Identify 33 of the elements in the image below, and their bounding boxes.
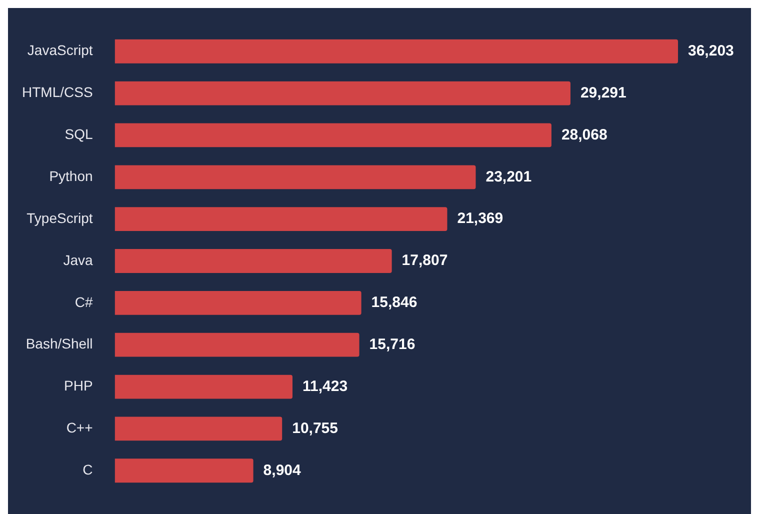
bar xyxy=(114,165,476,190)
bar xyxy=(114,374,292,399)
bar xyxy=(114,249,392,273)
bar xyxy=(114,123,552,148)
y-tick-label: Java xyxy=(63,252,93,268)
y-tick-label: PHP xyxy=(64,378,93,394)
data-label: 11,423 xyxy=(302,378,348,395)
data-label: 36,203 xyxy=(688,42,734,60)
data-label: 21,369 xyxy=(457,210,504,228)
data-label: 29,291 xyxy=(580,84,626,102)
y-tick-label: C++ xyxy=(66,420,93,436)
y-tick-label: C# xyxy=(74,294,93,310)
y-tick-label: SQL xyxy=(64,126,93,142)
y-tick-label: Bash/Shell xyxy=(26,336,93,352)
bar xyxy=(114,39,678,64)
data-label: 23,201 xyxy=(486,168,532,186)
y-tick-label: TypeScript xyxy=(26,210,93,226)
data-label: 10,755 xyxy=(292,420,338,437)
y-tick-label: C xyxy=(82,461,93,478)
y-tick-label: Python xyxy=(49,168,93,184)
bar xyxy=(114,207,448,232)
data-label: 28,068 xyxy=(561,126,608,144)
y-tick-label: HTML/CSS xyxy=(22,84,93,100)
data-label: 15,846 xyxy=(371,294,418,312)
data-label: 15,716 xyxy=(369,336,416,353)
data-label: 8,904 xyxy=(263,462,302,479)
data-label: 17,807 xyxy=(402,252,448,270)
bar xyxy=(114,332,360,357)
y-tick-label: JavaScript xyxy=(27,42,93,58)
bar xyxy=(114,290,362,315)
bar xyxy=(114,458,254,483)
bar xyxy=(114,416,282,441)
bar xyxy=(114,81,570,106)
